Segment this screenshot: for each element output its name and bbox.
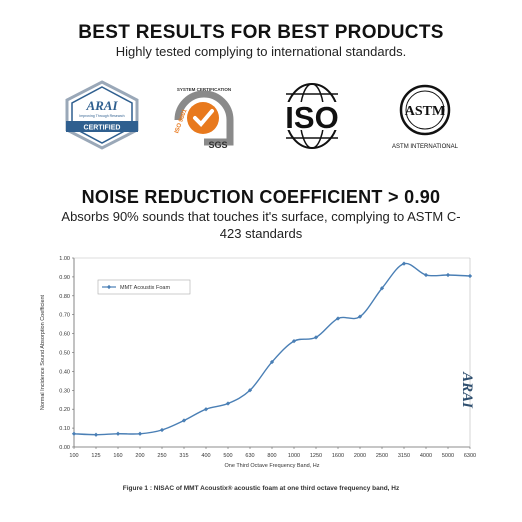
x-tick-label: 1250 xyxy=(310,453,322,459)
x-tick-label: 2500 xyxy=(376,453,388,459)
x-tick-label: 5000 xyxy=(442,453,454,459)
x-tick-label: 100 xyxy=(69,453,78,459)
x-tick-label: 6300 xyxy=(464,453,476,459)
x-tick-label: 3150 xyxy=(398,453,410,459)
y-tick-label: 0.90 xyxy=(59,275,70,281)
data-point xyxy=(247,388,253,393)
data-point xyxy=(423,272,429,278)
data-point xyxy=(445,272,451,278)
legend-label: MMT Acoustix Foam xyxy=(120,285,170,291)
x-tick-label: 800 xyxy=(267,453,276,459)
x-tick-label: 125 xyxy=(91,453,100,459)
sgs-name: SGS xyxy=(208,140,227,150)
data-point xyxy=(137,431,143,436)
arai-watermark: ARAI xyxy=(459,371,475,409)
header-title: BEST RESULTS FOR BEST PRODUCTS xyxy=(78,22,444,43)
iso-name: ISO xyxy=(285,100,338,135)
x-tick-label: 250 xyxy=(157,453,166,459)
data-point xyxy=(467,273,473,279)
arai-logo: ARAI Improving Through Research CERTIFIE… xyxy=(65,80,139,150)
chart-caption: Figure 1 : NISAC of MMT Acoustix® acoust… xyxy=(122,485,400,492)
data-point xyxy=(181,418,187,423)
data-point xyxy=(401,261,407,266)
y-axis-label: Normal Incidence Sound Absorption Coeffi… xyxy=(40,294,46,410)
x-tick-label: 400 xyxy=(201,453,210,459)
y-tick-label: 0.50 xyxy=(59,351,70,357)
y-tick-label: 0.70 xyxy=(59,313,70,319)
arai-name: ARAI xyxy=(85,98,118,113)
section-title: NOISE REDUCTION COEFFICIENT > 0.90 xyxy=(81,187,441,207)
x-tick-label: 200 xyxy=(135,453,144,459)
data-point xyxy=(71,431,77,436)
x-tick-label: 630 xyxy=(245,453,254,459)
x-tick-label: 4000 xyxy=(420,453,432,459)
data-point xyxy=(115,431,121,436)
iso-logo: ISO xyxy=(274,83,350,149)
y-tick-label: 0.80 xyxy=(59,294,70,300)
section-subtitle: Absorbs 90% sounds that touches it's sur… xyxy=(61,209,461,241)
data-point xyxy=(225,401,231,406)
y-tick-label: 0.40 xyxy=(59,369,70,375)
sgs-logo: SYSTEM CERTIFICATION ISO 9001 SGS xyxy=(174,87,234,150)
y-tick-label: 0.10 xyxy=(59,426,70,432)
x-tick-label: 160 xyxy=(113,453,122,459)
x-tick-label: 1000 xyxy=(288,453,300,459)
x-tick-label: 1600 xyxy=(332,453,344,459)
astm-name: ASTM xyxy=(405,104,445,119)
astm-caption: ASTM INTERNATIONAL xyxy=(392,144,459,150)
y-tick-label: 0.20 xyxy=(59,407,70,413)
y-tick-label: 1.00 xyxy=(59,256,70,262)
data-point xyxy=(269,359,275,365)
data-point xyxy=(159,427,165,433)
certification-logos: ARAI Improving Through Research CERTIFIE… xyxy=(0,80,522,160)
watermark-text: ARAI xyxy=(459,371,475,409)
arai-tagline: Improving Through Research xyxy=(79,114,124,118)
y-tick-label: 0.00 xyxy=(59,445,70,451)
absorption-chart: 0.00 0.10 0.20 0.30 0.40 0.50 0.60 0.70 0.80 0.90… xyxy=(34,250,494,500)
x-tick-labels: 100 125 160 200 250 315 400 500 630 800 1000 1250 16… xyxy=(69,447,476,459)
x-tick-label: 500 xyxy=(223,453,232,459)
chart-svg: 0.00 0.10 0.20 0.30 0.40 0.50 0.60 0.70 0.80 0.90… xyxy=(40,256,476,469)
y-tick-label: 0.30 xyxy=(59,388,70,394)
header-subtitle: Highly tested complying to international… xyxy=(115,44,407,59)
y-tick-labels: 0.00 0.10 0.20 0.30 0.40 0.50 0.60 0.70 0.80 0.90… xyxy=(59,256,74,451)
chart-legend: MMT Acoustix Foam xyxy=(97,279,191,295)
sgs-arc-text: SYSTEM CERTIFICATION xyxy=(177,87,231,92)
x-tick-label: 2000 xyxy=(354,453,366,459)
x-tick-label: 315 xyxy=(179,453,188,459)
x-axis-label: One Third Octave Frequency Band, Hz xyxy=(225,463,320,469)
data-point xyxy=(203,407,209,412)
astm-logo: ASTM ASTM INTERNATIONAL xyxy=(392,84,459,150)
y-tick-label: 0.60 xyxy=(59,332,70,338)
data-point xyxy=(93,432,99,437)
legend-box xyxy=(97,279,191,295)
arai-badge: CERTIFIED xyxy=(84,125,121,132)
